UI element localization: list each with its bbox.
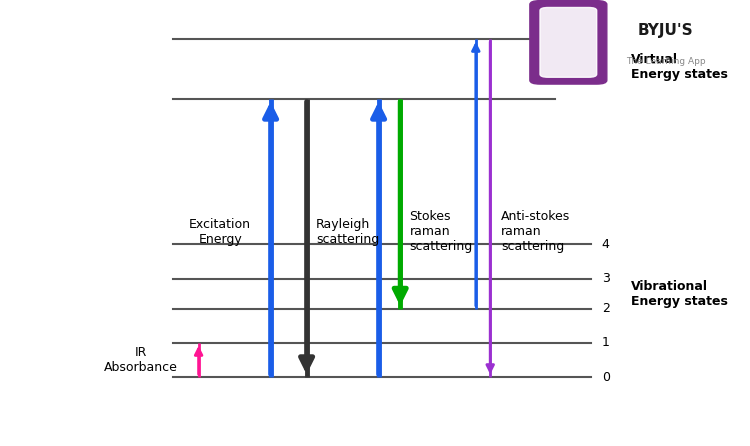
Text: BYJU'S: BYJU'S (638, 24, 693, 38)
Text: 4: 4 (602, 238, 610, 251)
FancyBboxPatch shape (530, 0, 607, 84)
Text: IR
Absorbance: IR Absorbance (104, 346, 178, 374)
Text: 3: 3 (602, 272, 610, 285)
Text: Excitation
Energy: Excitation Energy (189, 218, 251, 246)
FancyBboxPatch shape (540, 8, 597, 77)
Text: Virtual
Energy states: Virtual Energy states (631, 53, 728, 81)
Text: Rayleigh
scattering: Rayleigh scattering (316, 218, 380, 246)
Text: The Learning App: The Learning App (626, 57, 705, 66)
Text: Anti-stokes
raman
scattering: Anti-stokes raman scattering (501, 210, 570, 253)
Text: 0: 0 (602, 371, 610, 384)
Text: Stokes
raman
scattering: Stokes raman scattering (410, 210, 472, 253)
Text: Vibrational
Energy states: Vibrational Energy states (631, 280, 728, 308)
Text: 2: 2 (602, 302, 610, 315)
Text: 1: 1 (602, 336, 610, 349)
